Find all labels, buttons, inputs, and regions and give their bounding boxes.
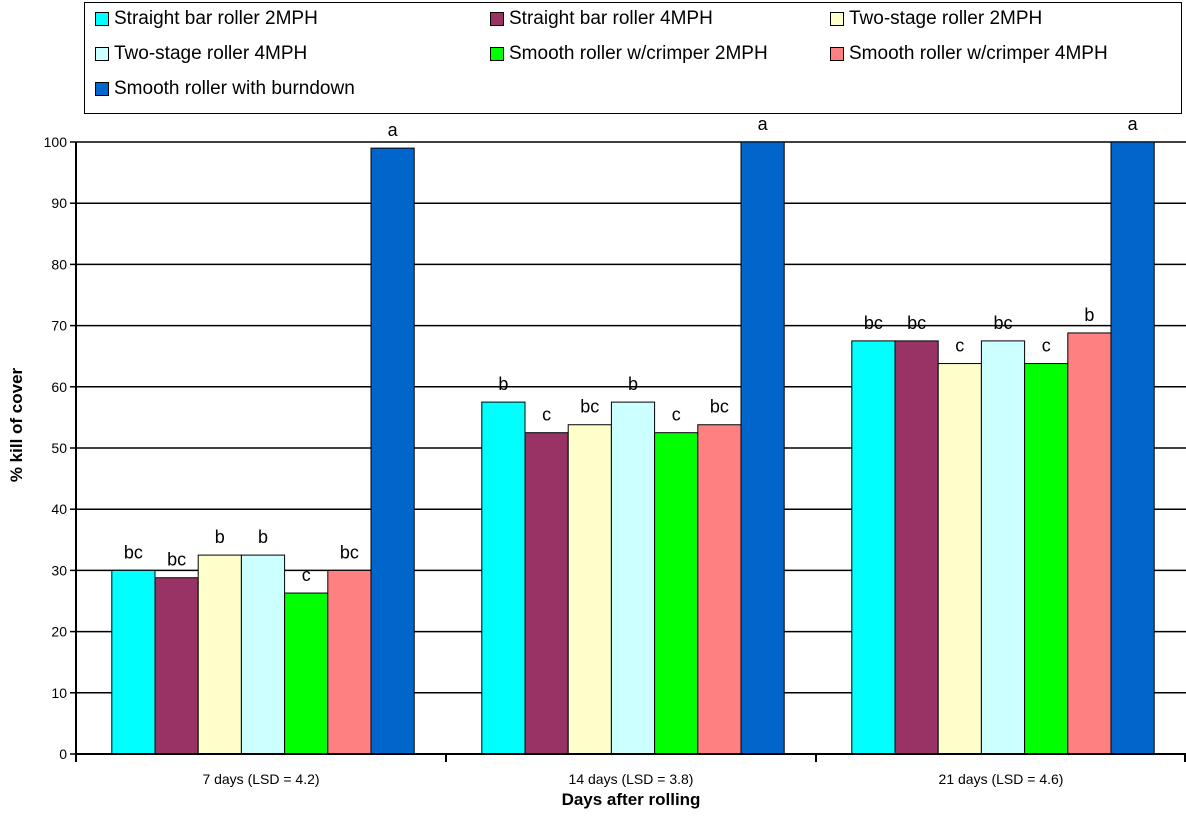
bar-data-label: bc bbox=[710, 397, 729, 417]
bar-data-label: a bbox=[1128, 114, 1139, 134]
y-tick-label: 40 bbox=[51, 501, 67, 517]
legend-label: Smooth roller with burndown bbox=[114, 78, 355, 99]
bar bbox=[370, 147, 415, 755]
legend-label: Straight bar roller 2MPH bbox=[114, 8, 318, 29]
bar-data-label: b bbox=[215, 527, 225, 547]
x-tick-label: 7 days (LSD = 4.2) bbox=[202, 771, 319, 787]
legend-label: Straight bar roller 4MPH bbox=[509, 8, 713, 29]
legend-item: Straight bar roller 2MPH bbox=[95, 6, 318, 32]
bar bbox=[111, 569, 156, 755]
legend-label: Smooth roller w/crimper 4MPH bbox=[849, 43, 1108, 64]
legend-swatch bbox=[490, 47, 504, 61]
bar-data-label: c bbox=[542, 405, 551, 425]
bar bbox=[851, 340, 896, 755]
bar-data-label: bc bbox=[993, 313, 1012, 333]
legend-swatch bbox=[95, 12, 109, 26]
bar-data-label: b bbox=[258, 527, 268, 547]
bar bbox=[654, 432, 699, 755]
bar bbox=[240, 554, 286, 755]
legend-label: Two-stage roller 4MPH bbox=[114, 43, 308, 64]
y-tick-label: 60 bbox=[51, 379, 67, 395]
bar bbox=[937, 363, 982, 755]
bar bbox=[1024, 363, 1069, 755]
y-tick-label: 0 bbox=[59, 746, 67, 762]
y-tick-label: 100 bbox=[44, 134, 68, 150]
legend-swatch bbox=[490, 12, 504, 26]
bar bbox=[697, 424, 742, 755]
y-tick-label: 10 bbox=[51, 685, 67, 701]
bar bbox=[894, 340, 939, 755]
bar-data-label: bc bbox=[124, 542, 143, 562]
bar bbox=[524, 432, 569, 755]
legend-swatch bbox=[95, 47, 109, 61]
y-tick-label: 50 bbox=[51, 440, 67, 456]
y-tick-label: 80 bbox=[51, 256, 67, 272]
y-axis-title: % kill of cover bbox=[2, 350, 32, 500]
bar bbox=[481, 401, 526, 755]
legend-swatch bbox=[830, 12, 844, 26]
bar-data-label: bc bbox=[167, 550, 186, 570]
bar-data-label: c bbox=[1042, 336, 1051, 356]
bar-data-label: c bbox=[955, 336, 964, 356]
legend-item: Smooth roller w/crimper 4MPH bbox=[830, 41, 1108, 67]
x-tick-label: 21 days (LSD = 4.6) bbox=[939, 771, 1064, 787]
bar-data-label: b bbox=[628, 374, 638, 394]
bar-data-label: b bbox=[1084, 305, 1094, 325]
y-tick-label: 90 bbox=[51, 195, 67, 211]
bar bbox=[740, 141, 785, 755]
legend-label: Smooth roller w/crimper 2MPH bbox=[509, 43, 768, 64]
x-tick-label: 14 days (LSD = 3.8) bbox=[569, 771, 694, 787]
bar-data-label: bc bbox=[580, 397, 599, 417]
x-axis-title: Days after rolling bbox=[561, 790, 701, 809]
legend-item: Two-stage roller 2MPH bbox=[830, 6, 1042, 32]
bar bbox=[1110, 141, 1155, 755]
y-tick-label: 30 bbox=[51, 562, 67, 578]
legend-item: Smooth roller with burndown bbox=[95, 76, 355, 102]
bar bbox=[154, 577, 199, 755]
bar bbox=[1067, 332, 1112, 755]
legend-item: Straight bar roller 4MPH bbox=[490, 6, 713, 32]
y-axis-title-text: % kill of cover bbox=[7, 367, 26, 483]
bar bbox=[610, 401, 656, 755]
legend-swatch bbox=[830, 47, 844, 61]
bar bbox=[567, 424, 612, 755]
bar bbox=[327, 569, 372, 755]
bar-data-label: a bbox=[388, 120, 399, 140]
bar-data-label: b bbox=[498, 374, 508, 394]
bar-data-label: c bbox=[302, 565, 311, 585]
legend-item: Two-stage roller 4MPH bbox=[95, 41, 307, 67]
y-tick-label: 70 bbox=[51, 318, 67, 334]
legend-label: Two-stage roller 2MPH bbox=[849, 8, 1043, 29]
bar bbox=[197, 554, 242, 755]
bar-data-label: a bbox=[758, 114, 769, 134]
bar bbox=[980, 340, 1026, 755]
legend-swatch bbox=[95, 82, 109, 96]
bar-data-label: bc bbox=[340, 542, 359, 562]
bar bbox=[284, 592, 329, 755]
legend: Straight bar roller 2MPH Straight bar rol… bbox=[84, 2, 1182, 114]
legend-item: Smooth roller w/crimper 2MPH bbox=[490, 41, 768, 67]
bar-data-label: bc bbox=[864, 313, 883, 333]
y-tick-label: 20 bbox=[51, 624, 67, 640]
bar-data-label: bc bbox=[907, 313, 926, 333]
bar-data-label: c bbox=[672, 405, 681, 425]
